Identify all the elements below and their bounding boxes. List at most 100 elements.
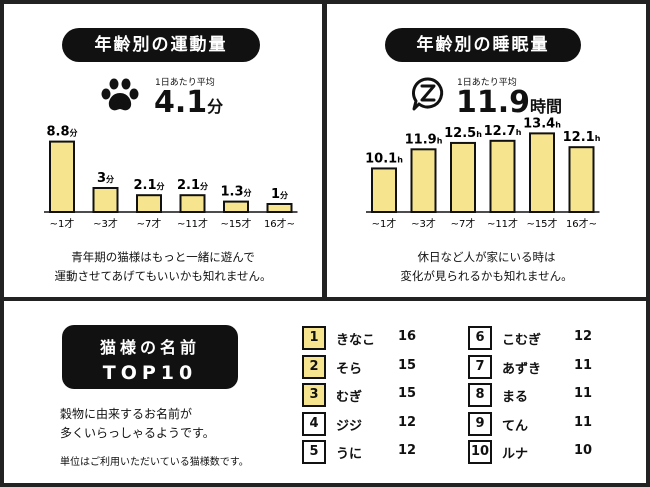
names-note-line2: 多くいらっしゃるようです。 <box>60 426 215 440</box>
activity-avg-value: 4.1 <box>154 85 208 120</box>
names-title-line1: 猫様の名前 <box>99 338 200 357</box>
sleep-value-unit: h <box>397 155 403 164</box>
rank-number: 7 <box>468 354 492 379</box>
sleep-avg-value: 11.9 <box>456 85 531 120</box>
sleep-value: 11.9 <box>405 132 437 147</box>
activity-tick-label: ~3才 <box>93 217 118 230</box>
activity-value-label: 1.3分 <box>220 185 251 200</box>
sleep-z-icon <box>412 77 444 111</box>
activity-value-label: 2.1分 <box>133 178 164 193</box>
sleep-tick-label: ~3才 <box>411 217 436 230</box>
ranking-item: 1 きなこ 16 <box>302 326 432 350</box>
activity-tick-label: ~1才 <box>50 217 75 230</box>
activity-bar <box>49 140 75 214</box>
activity-value-label: 2.1分 <box>177 178 208 193</box>
rank-number: 3 <box>302 383 326 407</box>
sleep-value: 12.7 <box>484 124 516 139</box>
activity-value: 3 <box>97 171 106 186</box>
sleep-value-label: 12.1h <box>563 130 601 145</box>
activity-avg-label: 1日あたり平均 <box>155 78 215 88</box>
activity-bar <box>223 200 249 214</box>
sleep-bar <box>371 167 397 213</box>
rank-name: そら <box>336 361 363 377</box>
rank-count: 10 <box>574 443 593 458</box>
rank-count: 11 <box>574 357 593 373</box>
activity-value-unit: 分 <box>200 181 208 191</box>
sleep-title: 年齢別の睡眠量 <box>385 28 581 62</box>
activity-tick-label: ~15才 <box>220 217 251 230</box>
rank-name: てん <box>502 418 529 434</box>
activity-value: 2.1 <box>177 178 200 193</box>
activity-tick-label: ~11才 <box>177 217 208 230</box>
rank-name: こむぎ <box>502 333 542 348</box>
sleep-value: 13.4 <box>523 116 555 131</box>
sleep-value: 12.1 <box>563 130 595 145</box>
names-panel: 猫様の名前 TOP10 穀物に由来するお名前が 多くいらっしゃるようです。 単位… <box>4 301 646 483</box>
sleep-value: 10.1 <box>365 151 397 166</box>
sleep-bar <box>410 148 437 213</box>
rank-number: 5 <box>302 440 326 464</box>
activity-bar <box>136 194 162 213</box>
sleep-tick-label: ~7才 <box>451 217 476 230</box>
sleep-caption-line1: 休日など人が家にいる時は <box>417 250 556 264</box>
rank-count: 11 <box>574 386 593 401</box>
ranking-item: 3 むぎ 15 <box>302 383 432 407</box>
sleep-bar <box>568 146 595 213</box>
rank-count: 15 <box>398 386 417 401</box>
names-note-line1: 穀物に由来するお名前が <box>60 407 193 421</box>
sleep-avg: 11.9時間 <box>456 88 562 122</box>
sleep-value-unit: h <box>516 128 522 137</box>
sleep-tick-label: ~15才 <box>526 217 557 230</box>
paw-icon <box>101 78 139 111</box>
sleep-avg-label: 1日あたり平均 <box>457 78 517 88</box>
sleep-chart: 10.1h~1才11.9h~3才12.5h~7才12.7h~11才13.4h~1… <box>365 116 601 230</box>
names-title-line2: TOP10 <box>102 362 198 384</box>
activity-value-unit: 分 <box>244 188 252 198</box>
ranking-item: 10 ルナ 10 <box>468 440 598 464</box>
activity-bar <box>266 203 293 213</box>
ranking-item: 4 ジジ 12 <box>302 411 432 436</box>
ranking-item: 7 あずき 11 <box>468 354 598 379</box>
rank-name: まる <box>502 390 529 405</box>
ranking-item: 2 そら 15 <box>302 354 432 379</box>
activity-value: 2.1 <box>133 178 156 193</box>
sleep-value-unit: h <box>595 134 601 143</box>
sleep-tick-label: 16才~ <box>566 217 597 230</box>
names-note: 穀物に由来するお名前が 多くいらっしゃるようです。 <box>60 405 215 443</box>
sleep-value-unit: h <box>555 120 561 129</box>
activity-value: 8.8 <box>46 125 69 140</box>
sleep-caption: 休日など人が家にいる時は 変化が見られるかも知れません。 <box>327 248 646 286</box>
rank-name: きなこ <box>336 333 376 348</box>
rank-count: 12 <box>398 414 417 430</box>
activity-value: 1.3 <box>220 185 243 200</box>
activity-avg-unit: 分 <box>207 97 224 116</box>
rank-number: 4 <box>302 411 326 436</box>
sleep-value-label: 12.7h <box>484 124 522 139</box>
rank-number: 8 <box>468 383 492 407</box>
ranking-item: 9 てん 11 <box>468 411 598 436</box>
rank-count: 11 <box>574 414 593 430</box>
activity-panel: 年齢別の運動量 1日あたり平均 4.1分 8.8分 ~1才 3分 ~3才 2.1分 ~7才… <box>4 4 322 297</box>
rank-number: 1 <box>302 326 326 350</box>
activity-title: 年齢別の運動量 <box>62 28 260 62</box>
rank-count: 12 <box>574 329 593 344</box>
rank-count: 16 <box>398 329 417 344</box>
rank-name: ジジ <box>336 418 363 434</box>
rank-number: 9 <box>468 411 492 436</box>
names-title: 猫様の名前 TOP10 <box>62 325 238 389</box>
sleep-value-label: 11.9h <box>405 132 443 147</box>
activity-value-label: 1分 <box>271 187 288 202</box>
ranking-item: 8 まる 11 <box>468 383 598 407</box>
activity-bar <box>179 194 206 213</box>
rank-name: うに <box>336 447 363 462</box>
sleep-caption-line2: 変化が見られるかも知れません。 <box>400 269 573 283</box>
sleep-tick-label: ~1才 <box>372 217 397 230</box>
rank-name: ルナ <box>502 447 529 462</box>
names-note-small: 単位はご利用いただいている猫様数です。 <box>60 457 249 468</box>
rank-name: むぎ <box>336 390 363 405</box>
rank-number: 6 <box>468 326 492 350</box>
sleep-bar <box>529 132 555 213</box>
activity-caption-line2: 運動させてあげてもいいかも知れません。 <box>54 269 272 283</box>
rank-name: あずき <box>502 361 542 377</box>
activity-value: 1 <box>271 187 280 202</box>
